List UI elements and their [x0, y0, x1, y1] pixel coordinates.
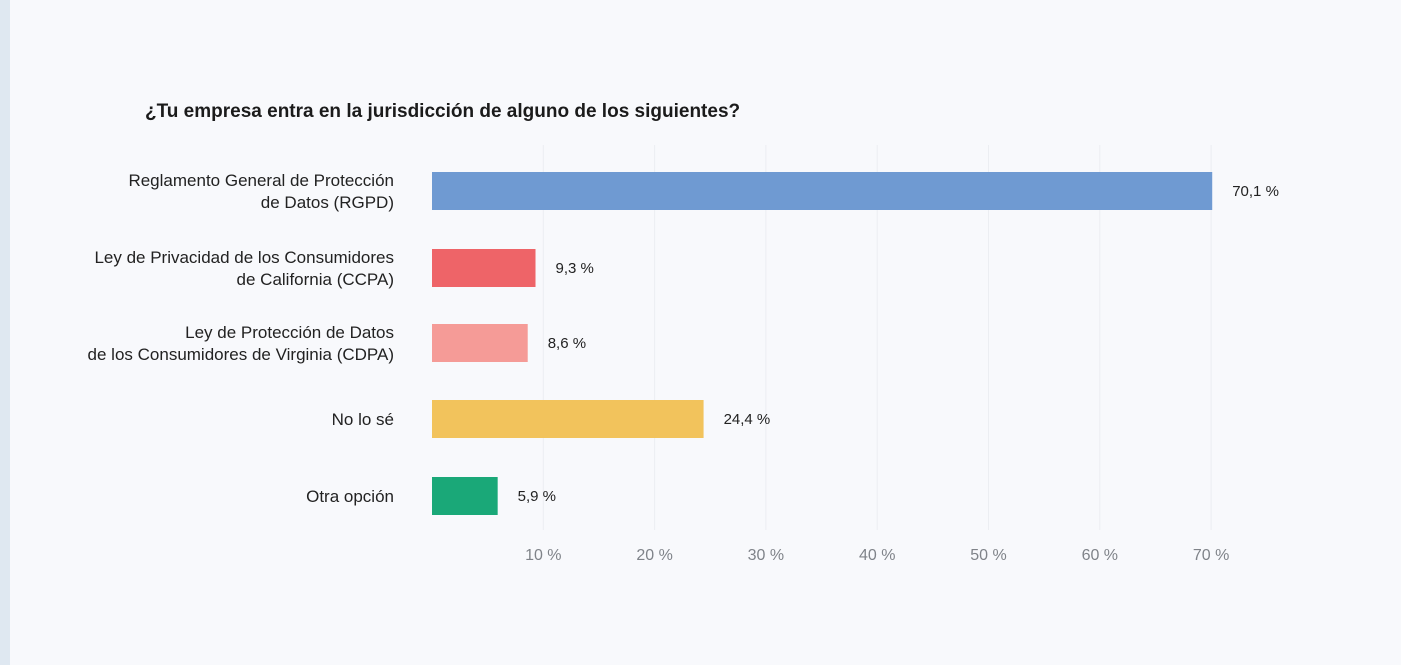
bar-2: [432, 249, 536, 287]
x-tick-label: 20 %: [636, 547, 672, 564]
category-label: de Datos (RGPD): [261, 193, 394, 212]
value-label: 70,1 %: [1232, 183, 1279, 200]
bar-4: [432, 400, 704, 438]
category-label: Ley de Privacidad de los Consumidores: [94, 248, 394, 267]
category-label: No lo sé: [332, 410, 394, 429]
category-label: Reglamento General de Protección: [128, 171, 394, 190]
category-label: de los Consumidores de Virginia (CDPA): [88, 345, 394, 364]
value-label: 5,9 %: [518, 488, 556, 505]
x-tick-label: 50 %: [970, 547, 1006, 564]
category-label: Otra opción: [306, 487, 394, 506]
category-label: de California (CCPA): [237, 270, 394, 289]
bar-3: [432, 324, 528, 362]
value-label: 8,6 %: [548, 335, 586, 352]
category-label: Ley de Protección de Datos: [185, 323, 394, 342]
left-border-strip: [0, 0, 10, 665]
x-tick-label: 40 %: [859, 547, 895, 564]
bar-1: [432, 172, 1213, 210]
x-tick-label: 10 %: [525, 547, 561, 564]
labels: 70,1 % Reglamento General de Protección de…: [88, 171, 1279, 506]
x-axis-ticks: 10 % 20 % 30 % 40 % 50 % 60 % 70 %: [525, 547, 1229, 564]
bar-5: [432, 477, 498, 515]
value-label: 9,3 %: [556, 260, 594, 277]
chart-title: ¿Tu empresa entra en la jurisdicción de …: [145, 101, 741, 122]
value-label: 24,4 %: [724, 411, 771, 428]
x-tick-label: 70 %: [1193, 547, 1229, 564]
x-tick-label: 30 %: [748, 547, 784, 564]
x-tick-label: 60 %: [1082, 547, 1118, 564]
bars: [432, 172, 1213, 515]
